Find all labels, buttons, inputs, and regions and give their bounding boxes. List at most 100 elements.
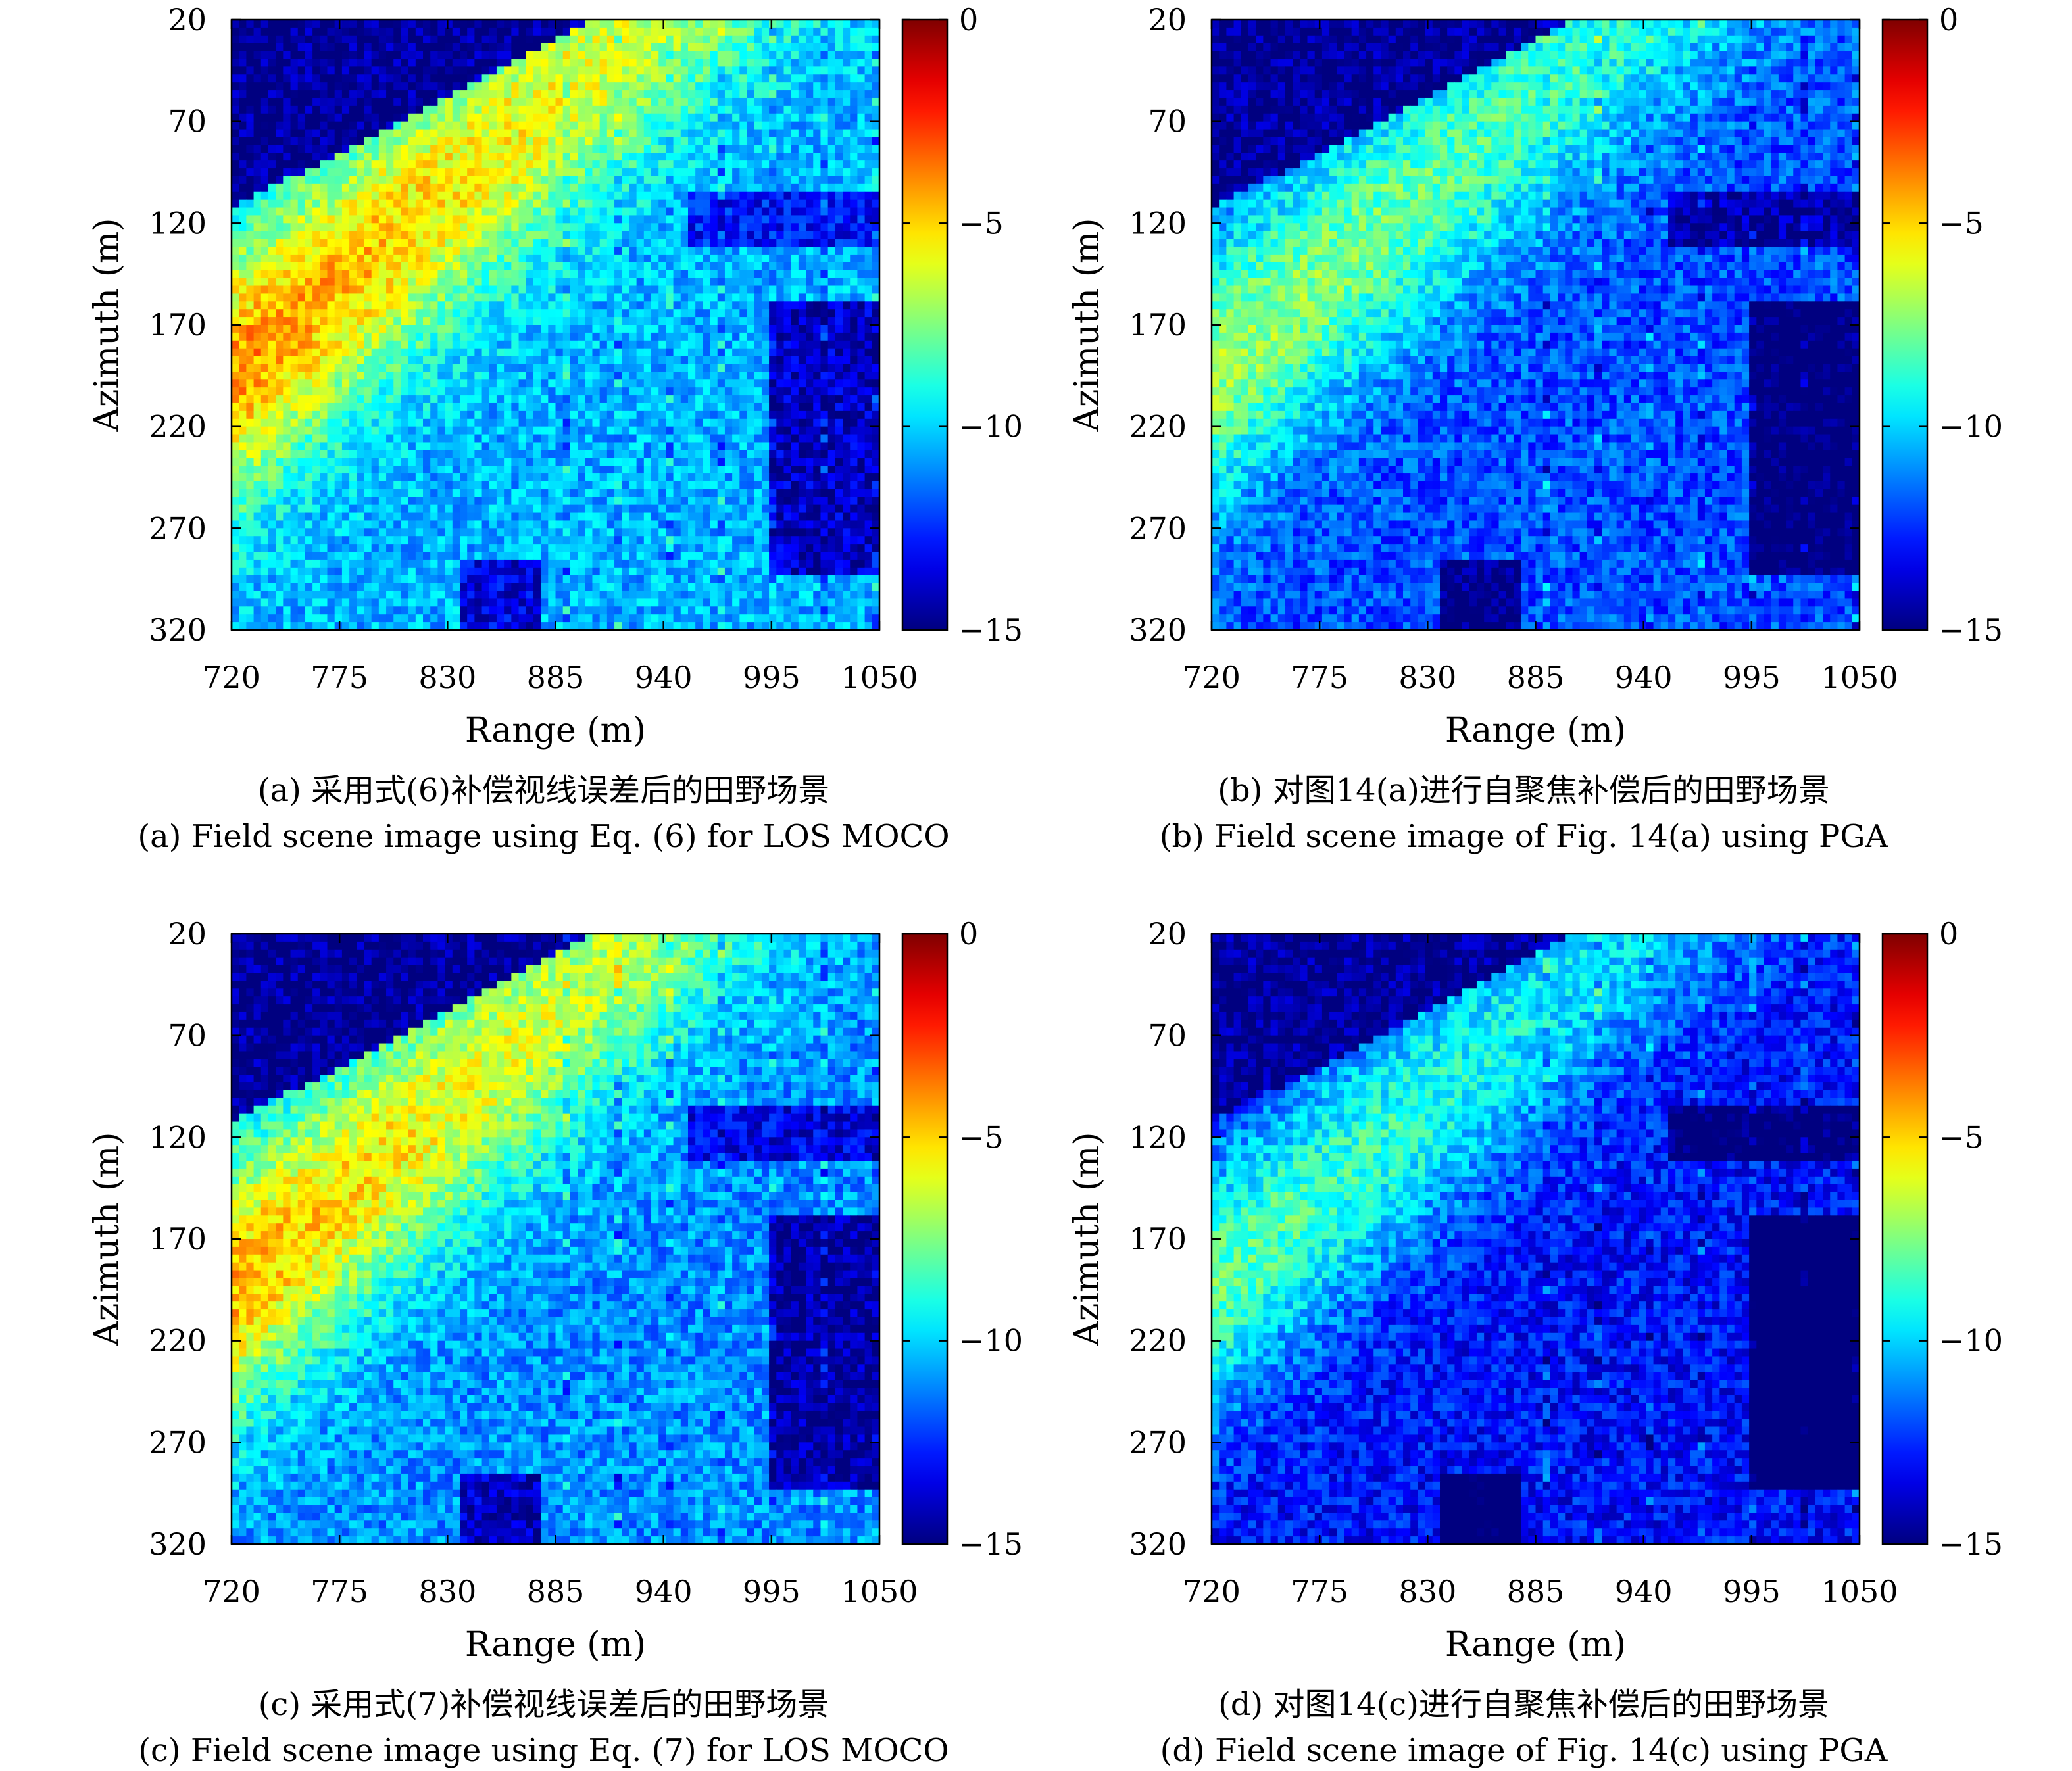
x-axis-label: Range (m) <box>465 1625 646 1664</box>
x-tick-label: 775 <box>1291 1574 1348 1609</box>
colorbar-tick-label: 0 <box>959 916 978 952</box>
x-tick-label: 775 <box>310 1574 368 1609</box>
x-tick-label: 885 <box>527 660 585 695</box>
heatmap-image <box>232 934 880 1545</box>
x-tick-label: 885 <box>527 1574 585 1609</box>
panel-d: 720 775 830 885 940 995 1050 20 70 120 170 220 270 32… <box>1068 916 2003 1769</box>
x-tick-label: 995 <box>743 660 801 695</box>
x-tick-label: 995 <box>1723 1574 1781 1609</box>
y-tick-label: 270 <box>149 510 207 546</box>
x-tick-label: 885 <box>1507 660 1565 695</box>
heatmap-image <box>1212 934 1860 1545</box>
x-tick-label: 940 <box>1615 660 1673 695</box>
colorbar-tick-label: −5 <box>959 1119 1004 1155</box>
x-tick-label: 1050 <box>1821 1574 1898 1609</box>
x-tick-label: 995 <box>743 1574 801 1609</box>
caption-chinese: (a) 采用式(6)补偿视线误差后的田野场景 <box>258 772 829 809</box>
colorbar <box>1883 20 1927 630</box>
y-tick-label: 20 <box>168 2 207 37</box>
x-tick-label: 995 <box>1723 660 1781 695</box>
y-tick-label: 170 <box>1129 1221 1187 1257</box>
colorbar <box>902 934 947 1544</box>
colorbar-tick-label: −5 <box>1939 205 1984 241</box>
x-tick-label: 720 <box>203 1574 260 1609</box>
caption-english: (b) Field scene image of Fig. 14(a) usin… <box>1160 818 1889 855</box>
x-tick-label: 720 <box>203 660 260 695</box>
x-axis-label: Range (m) <box>1445 1625 1626 1664</box>
y-tick-label: 320 <box>149 1526 207 1562</box>
x-axis-label: Range (m) <box>465 711 646 750</box>
caption-english: (a) Field scene image using Eq. (6) for … <box>137 818 949 855</box>
heatmap-image <box>232 20 880 631</box>
y-tick-label: 170 <box>149 1221 207 1257</box>
y-tick-label: 220 <box>1129 1323 1187 1359</box>
x-tick-label: 830 <box>418 660 476 695</box>
y-tick-label: 20 <box>168 916 207 952</box>
caption-chinese: (c) 采用式(7)补偿视线误差后的田野场景 <box>259 1686 829 1723</box>
x-tick-label: 720 <box>1183 1574 1241 1609</box>
colorbar-tick-label: −5 <box>959 205 1004 241</box>
y-tick-label: 70 <box>168 1018 207 1054</box>
y-tick-label: 20 <box>1148 2 1187 37</box>
y-tick-label: 320 <box>1129 612 1187 648</box>
y-axis-label: Azimuth (m) <box>87 218 127 432</box>
colorbar-tick-label: 0 <box>959 2 978 37</box>
colorbar-tick-label: −10 <box>1939 409 2003 445</box>
y-tick-label: 220 <box>1129 409 1187 445</box>
y-tick-label: 270 <box>1129 1424 1187 1460</box>
y-tick-label: 320 <box>149 612 207 648</box>
caption-english: (c) Field scene image using Eq. (7) for … <box>138 1732 949 1769</box>
x-tick-label: 1050 <box>841 1574 918 1609</box>
x-tick-label: 940 <box>635 1574 693 1609</box>
x-tick-label: 775 <box>1291 660 1348 695</box>
x-tick-label: 1050 <box>1821 660 1898 695</box>
y-tick-label: 220 <box>149 1323 207 1359</box>
y-tick-label: 20 <box>1148 916 1187 952</box>
x-axis-label: Range (m) <box>1445 711 1626 750</box>
colorbar-tick-label: −15 <box>959 1526 1023 1562</box>
colorbar <box>902 20 947 630</box>
y-tick-label: 70 <box>1148 1018 1187 1054</box>
colorbar-tick-label: −10 <box>959 409 1023 445</box>
panel-a: 720 775 830 885 940 995 1050 20 70 120 170 220 270 32… <box>87 2 1023 855</box>
colorbar-tick-label: −15 <box>1939 612 2003 648</box>
y-tick-label: 120 <box>149 205 207 241</box>
x-tick-label: 830 <box>1398 660 1456 695</box>
colorbar-tick-label: −15 <box>1939 1526 2003 1562</box>
colorbar-tick-label: −15 <box>959 612 1023 648</box>
y-axis-label: Azimuth (m) <box>1068 1132 1107 1346</box>
y-tick-label: 120 <box>1129 205 1187 241</box>
y-tick-label: 120 <box>149 1119 207 1155</box>
x-tick-label: 830 <box>1398 1574 1456 1609</box>
y-axis-label: Azimuth (m) <box>87 1132 127 1346</box>
y-tick-label: 170 <box>149 307 207 343</box>
x-tick-label: 775 <box>310 660 368 695</box>
y-tick-label: 320 <box>1129 1526 1187 1562</box>
colorbar-tick-label: −10 <box>1939 1323 2003 1359</box>
colorbar-tick-label: 0 <box>1939 916 1958 952</box>
caption-english: (d) Field scene image of Fig. 14(c) usin… <box>1160 1732 1888 1769</box>
panel-c: 720 775 830 885 940 995 1050 20 70 120 170 220 270 32… <box>87 916 1023 1769</box>
x-tick-label: 1050 <box>841 660 918 695</box>
y-tick-label: 220 <box>149 409 207 445</box>
x-tick-label: 830 <box>418 1574 476 1609</box>
x-tick-label: 885 <box>1507 1574 1565 1609</box>
caption-chinese: (b) 对图14(a)进行自聚焦补偿后的田野场景 <box>1218 772 1830 809</box>
y-tick-label: 170 <box>1129 307 1187 343</box>
y-axis-label: Azimuth (m) <box>1068 218 1107 432</box>
colorbar-tick-label: −5 <box>1939 1119 1984 1155</box>
colorbar <box>1883 934 1927 1544</box>
y-tick-label: 120 <box>1129 1119 1187 1155</box>
y-tick-label: 270 <box>149 1424 207 1460</box>
y-tick-label: 270 <box>1129 510 1187 546</box>
x-tick-label: 720 <box>1183 660 1241 695</box>
heatmap-image <box>1212 20 1860 631</box>
y-tick-label: 70 <box>1148 104 1187 139</box>
x-tick-label: 940 <box>1615 1574 1673 1609</box>
caption-chinese: (d) 对图14(c)进行自聚焦补偿后的田野场景 <box>1218 1686 1829 1723</box>
x-tick-label: 940 <box>635 660 693 695</box>
colorbar-tick-label: 0 <box>1939 2 1958 37</box>
y-tick-label: 70 <box>168 104 207 139</box>
panel-b: 720 775 830 885 940 995 1050 20 70 120 170 220 270 32… <box>1068 2 2003 855</box>
